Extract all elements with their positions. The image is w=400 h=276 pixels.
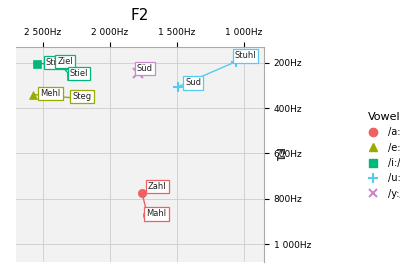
Legend: /a:/, /e:/, /i:/, /u:/, /y:/: /a:/, /e:/, /i:/, /u:/, /y:/ [363,112,400,199]
Text: Steg: Steg [72,92,92,101]
Text: Sud: Sud [185,78,201,87]
Text: Zahl: Zahl [148,182,167,191]
Text: Ziel: Ziel [58,57,73,66]
Text: Stieg: Stieg [46,58,67,67]
Text: Mahl: Mahl [146,209,166,218]
Text: Mehl: Mehl [40,89,61,98]
Text: Stiel: Stiel [70,69,88,78]
Text: Süd: Süd [137,64,153,73]
Text: Stuhl: Stuhl [235,52,256,60]
Title: F2: F2 [131,8,149,23]
Text: F1: F1 [273,148,283,161]
